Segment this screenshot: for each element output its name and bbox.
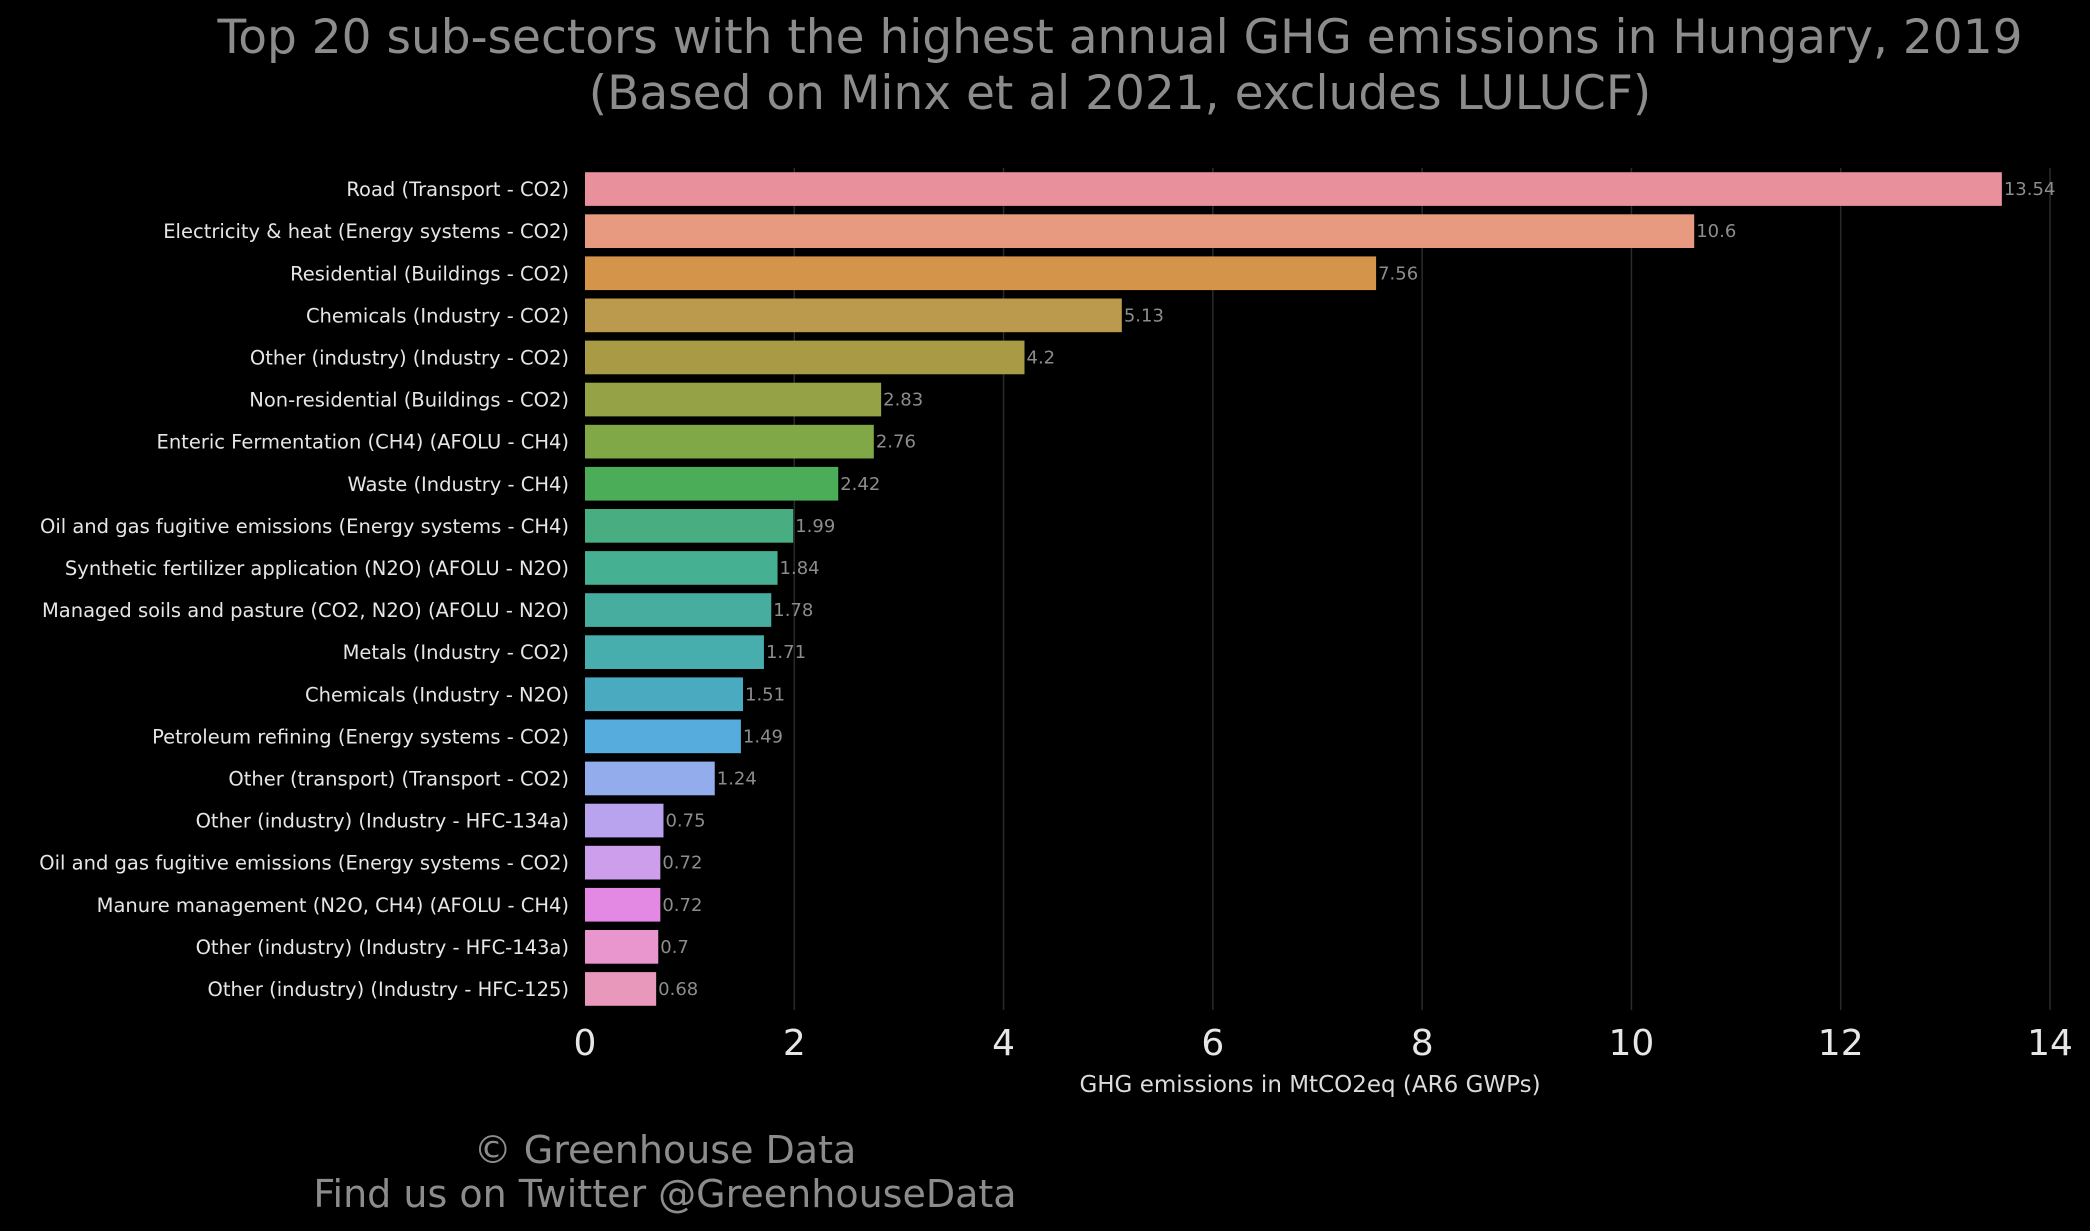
x-tick-label: 14 [2027,1023,2073,1064]
value-label: 0.72 [662,895,702,916]
bar [585,298,1122,333]
value-label: 0.7 [660,937,689,958]
bar [585,761,715,796]
category-label: Chemicals (Industry - CO2) [306,304,569,327]
category-labels: Road (Transport - CO2) Electricity & heat… [39,178,569,1001]
bar [585,424,874,459]
value-label: 0.68 [658,979,698,1000]
category-label: Road (Transport - CO2) [346,178,569,201]
bar [585,382,882,417]
value-label: 13.54 [2004,179,2056,200]
category-label: Electricity & heat (Energy systems - CO2… [163,220,569,243]
value-label: 5.13 [1124,305,1164,326]
category-label: Other (industry) (Industry - HFC-134a) [196,810,569,833]
x-axis-label: GHG emissions in MtCO2eq (AR6 GWPs) [1079,1072,1540,1098]
x-tick-label: 4 [992,1023,1015,1064]
bar [585,256,1377,291]
bar [585,930,659,964]
category-label: Synthetic fertilizer application (N2O) (… [65,557,569,580]
x-tick-label: 2 [783,1023,806,1064]
bar [585,972,657,1006]
value-labels: 13.54 10.6 7.56 5.13 4.2 2.83 2.76 2.421.99 1.84… [658,179,2055,1000]
value-label: 0.72 [662,853,702,874]
category-label: Manure management (N2O, CH4) (AFOLU - CH… [97,894,569,917]
value-label: 4.2 [1027,347,1056,368]
value-label: 1.84 [780,558,820,579]
bar [585,172,2002,206]
value-label: 0.75 [665,811,705,832]
footer-twitter: Find us on Twitter @GreenhouseData [313,1172,1017,1216]
chart-subtitle: (Based on Minx et al 2021, excludes LULU… [588,66,1652,121]
category-label: Residential (Buildings - CO2) [290,262,569,285]
value-label: 1.78 [773,600,813,621]
value-label: 1.71 [766,642,806,663]
category-label: Managed soils and pasture (CO2, N2O) (AF… [42,599,569,622]
value-label: 2.83 [883,390,923,411]
category-label: Oil and gas fugitive emissions (Energy s… [39,852,569,875]
x-tick-labels: 0 2 4 6 8 10 12 14 [574,1023,2073,1064]
value-label: 1.24 [717,768,757,789]
category-label: Petroleum refining (Energy systems - CO2… [152,725,569,748]
x-tick-label: 0 [574,1023,597,1064]
footer-copyright: © Greenhouse Data [473,1128,857,1172]
category-label: Non-residential (Buildings - CO2) [249,389,569,412]
bar [585,677,744,712]
x-tick-label: 6 [1201,1023,1224,1064]
bar [585,340,1025,375]
x-tick-label: 10 [1609,1023,1655,1064]
chart-title: Top 20 sub-sectors with the highest annu… [217,10,2023,65]
category-label: Other (industry) (Industry - CO2) [250,346,569,369]
category-label: Metals (Industry - CO2) [343,641,569,664]
grid-lines [793,168,2051,1010]
bar [585,466,839,501]
bars-group [585,172,2002,1006]
bar [585,803,664,838]
bar [585,551,778,585]
value-label: 7.56 [1378,263,1418,284]
x-tick-label: 8 [1411,1023,1434,1064]
category-label: Oil and gas fugitive emissions (Energy s… [40,515,569,538]
x-tick-label: 12 [1818,1023,1864,1064]
value-label: 2.76 [876,432,916,453]
category-label: Other (industry) (Industry - HFC-125) [208,978,569,1001]
value-label: 1.49 [743,726,783,747]
category-label: Enteric Fermentation (CH4) (AFOLU - CH4) [157,431,570,454]
category-label: Other (industry) (Industry - HFC-143a) [196,936,569,959]
bar [585,509,794,543]
bar [585,719,741,754]
value-label: 1.51 [745,684,785,705]
value-label: 1.99 [795,516,835,537]
bar [585,887,661,922]
category-label: Waste (Industry - CH4) [347,473,569,496]
bar [585,635,764,669]
bar [585,214,1695,248]
category-label: Other (transport) (Transport - CO2) [228,767,569,790]
value-label: 2.42 [840,474,880,495]
bar [585,593,772,627]
category-label: Chemicals (Industry - N2O) [305,683,569,706]
value-label: 10.6 [1696,221,1736,242]
bar [585,845,661,880]
